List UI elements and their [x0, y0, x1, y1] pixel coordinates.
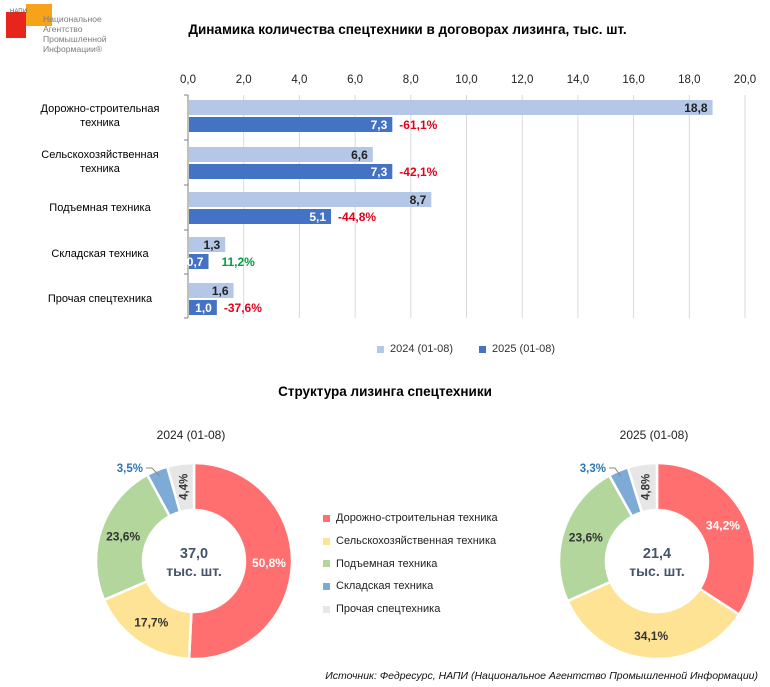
legend-label-2025: 2025 (01-08)	[492, 343, 555, 355]
pie-legend-label: Сельскохозяйственная техника	[336, 535, 497, 548]
x-tick-label: 4,0	[291, 74, 307, 86]
x-tick-label: 12,0	[511, 74, 533, 86]
pie-chart-title: Структура лизинга спецтехники	[278, 384, 492, 399]
pie-legend: Дорожно-строительная техника Сельскохозяй…	[323, 507, 498, 620]
x-tick-label: 10,0	[455, 74, 477, 86]
pie-legend-label: Подъемная техника	[336, 557, 438, 570]
bar-2024-label: 1,3	[204, 238, 221, 252]
pie-slice-label: 17,7%	[134, 616, 168, 630]
pie-legend-swatch	[323, 514, 330, 522]
pie-slice-label: 23,6%	[106, 529, 140, 543]
bar-2025	[189, 117, 393, 132]
bar-2024	[189, 283, 234, 298]
pie-leader-line	[146, 467, 160, 477]
pie-legend-swatch	[323, 537, 330, 545]
change-label: 11,2%	[221, 255, 255, 269]
bar-2024-label: 8,7	[410, 193, 427, 207]
bar-2024-label: 18,8	[684, 101, 708, 115]
legend-swatch-2025	[479, 345, 486, 353]
x-tick-label: 0,0	[180, 74, 196, 86]
legend-label-2024: 2024 (01-08)	[390, 343, 453, 355]
bar-2025	[189, 300, 217, 315]
bar-legend-2024: 2024 (01-08)	[377, 343, 453, 355]
legend-swatch-2024	[377, 345, 384, 353]
pie-total-value: 37,0	[180, 546, 208, 562]
pie-slice-label: 4,8%	[641, 474, 653, 500]
pie-legend-item: Сельскохозяйственная техника	[323, 530, 498, 553]
bar-2025-label: 5,1	[309, 210, 326, 224]
pie-legend-item: Дорожно-строительная техника	[323, 507, 498, 530]
x-tick-label: 2,0	[236, 74, 252, 86]
logo-name: Национальное Агентство Промышленной Инфо…	[43, 14, 107, 54]
pie-legend-item: Прочая спецтехника	[323, 598, 498, 621]
change-label: -44,8%	[338, 210, 376, 224]
pie-slice	[565, 580, 741, 661]
pie-legend-item: Складская техника	[323, 575, 498, 598]
pie-slice-label: 3,3%	[580, 463, 606, 475]
category-label: Подъемная техника	[49, 202, 151, 214]
bar-2025-label: 0,7	[187, 255, 204, 269]
change-label: -37,6%	[224, 301, 262, 315]
logo-abbr: НАПИ	[10, 9, 27, 15]
bar-2025-label: 7,3	[371, 118, 388, 132]
pie-slice	[165, 461, 196, 514]
napi-logo: НАПИ Национальное Агентство Промышленной…	[6, 4, 107, 60]
source-note: Источник: Федресурс, НАПИ (Национальное …	[325, 670, 758, 682]
pie-year-2025: 2025 (01-08)	[619, 428, 689, 442]
bar-chart-title: Динамика количества спецтехники в догово…	[188, 22, 627, 37]
change-label: -61,1%	[399, 118, 437, 132]
category-label: Складская техника	[51, 248, 149, 260]
pie-slice	[187, 461, 294, 661]
category-label: Дорожно-строительная техника	[40, 103, 160, 129]
bar-2025	[189, 209, 332, 224]
change-label: -42,1%	[399, 165, 437, 179]
pie-total-unit: тыс. шт.	[166, 563, 222, 579]
bar-2024	[189, 147, 373, 162]
x-tick-label: 6,0	[347, 74, 363, 86]
bar-2025	[189, 254, 209, 269]
pie-leader-line	[609, 467, 622, 477]
pie-slice-label: 34,2%	[706, 518, 740, 532]
category-label: Прочая спецтехника	[47, 293, 153, 305]
bar-chart: 0,0 2,0 4,0 6,0 8,0 10,0 12,0 14,0 16,0 18,0 20,0 1…	[180, 74, 756, 319]
pie-legend-swatch	[323, 560, 330, 568]
pie-legend-swatch	[323, 582, 330, 590]
logo-orange-square	[26, 4, 52, 26]
bar-2025-label: 7,3	[371, 165, 388, 179]
pie-slice	[557, 473, 634, 603]
pie-legend-item: Подъемная техника	[323, 552, 498, 575]
pie-legend-label: Прочая спецтехника	[336, 603, 441, 616]
bar-2025-label: 1,0	[195, 301, 212, 315]
pie-slice-label: 23,6%	[569, 530, 603, 544]
bar-2024-label: 1,6	[212, 284, 229, 298]
pie-year-2024: 2024 (01-08)	[156, 428, 226, 442]
pie-legend-label: Дорожно-строительная техника	[336, 512, 498, 525]
bar-2025	[189, 164, 393, 179]
pie-total-unit: тыс. шт.	[629, 563, 685, 579]
pie-slice	[655, 461, 757, 617]
pie-slice-label: 50,8%	[252, 556, 286, 570]
x-tick-label: 18,0	[678, 74, 700, 86]
x-tick-label: 20,0	[734, 74, 756, 86]
pie-legend-label: Складская техника	[336, 580, 434, 593]
pie-slice	[626, 461, 659, 514]
bar-2024-label: 6,6	[351, 148, 368, 162]
pie-slice	[94, 473, 172, 602]
pie-legend-swatch	[323, 605, 330, 613]
pie-slice-label: 34,1%	[634, 629, 668, 643]
x-tick-label: 8,0	[403, 74, 419, 86]
pie-slice-label: 3,5%	[117, 463, 143, 475]
logo-red-square	[6, 12, 26, 38]
bar-2024	[189, 100, 713, 115]
bar-2024	[189, 237, 226, 252]
x-tick-label: 16,0	[622, 74, 644, 86]
bar-2024	[189, 192, 432, 207]
x-tick-label: 14,0	[567, 74, 589, 86]
bar-legend-2025: 2025 (01-08)	[479, 343, 555, 355]
pie-slice-label: 4,4%	[179, 474, 191, 500]
pie-total-value: 21,4	[643, 546, 671, 562]
category-label: Сельскохозяйственная техника	[41, 149, 159, 175]
